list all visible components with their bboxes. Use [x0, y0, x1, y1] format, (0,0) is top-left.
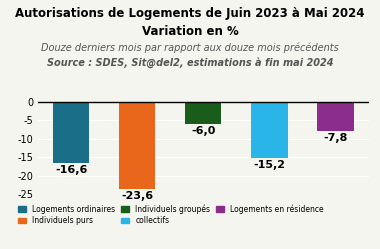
Bar — [317, 102, 353, 131]
Legend: Logements ordinaires, Individuels purs, Individuels groupés, collectifs, Logemen: Logements ordinaires, Individuels purs, … — [15, 201, 327, 228]
Text: Variation en %: Variation en % — [142, 25, 238, 38]
Bar — [251, 102, 288, 158]
Text: -23,6: -23,6 — [121, 191, 153, 201]
Bar — [53, 102, 89, 163]
Bar — [185, 102, 222, 124]
Text: -15,2: -15,2 — [253, 160, 285, 170]
Bar — [119, 102, 155, 189]
Text: -6,0: -6,0 — [191, 126, 215, 136]
Text: Douze derniers mois par rapport aux douze mois précédents: Douze derniers mois par rapport aux douz… — [41, 42, 339, 53]
Text: -7,8: -7,8 — [323, 133, 348, 143]
Text: Autorisations de Logements de Juin 2023 à Mai 2024: Autorisations de Logements de Juin 2023 … — [15, 7, 365, 20]
Text: -16,6: -16,6 — [55, 165, 87, 175]
Text: Source : SDES, Sit@del2, estimations à fin mai 2024: Source : SDES, Sit@del2, estimations à f… — [47, 57, 333, 68]
